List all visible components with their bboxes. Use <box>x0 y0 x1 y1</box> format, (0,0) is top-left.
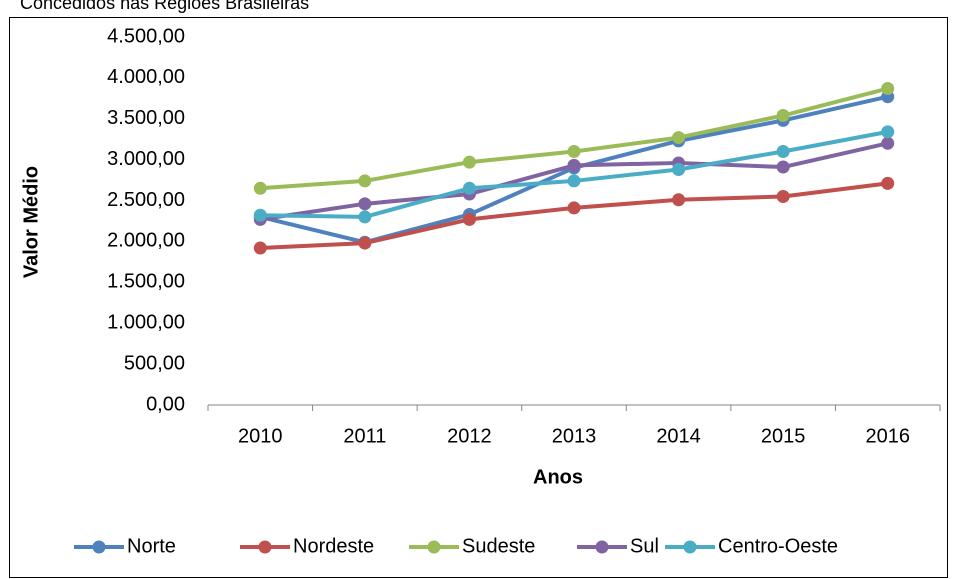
x-tick-label: 2010 <box>238 425 283 447</box>
x-axis-label: Anos <box>533 466 583 488</box>
series-marker <box>358 174 372 188</box>
legend-label: Sudeste <box>462 535 535 557</box>
y-tick-label: 4.000,00 <box>107 66 185 88</box>
y-tick-label: 2.000,00 <box>107 230 185 252</box>
series-marker <box>776 109 790 123</box>
series-marker <box>253 208 267 222</box>
legend-label: Centro-Oeste <box>718 535 838 557</box>
legend-swatch-marker <box>258 540 272 554</box>
y-tick-label: 1.500,00 <box>107 271 185 293</box>
x-tick-label: 2014 <box>656 425 701 447</box>
series-marker <box>881 125 895 139</box>
series-marker <box>358 210 372 224</box>
series-marker <box>881 82 895 96</box>
series-marker <box>567 174 581 188</box>
x-tick-label: 2016 <box>865 425 910 447</box>
legend-label: Nordeste <box>293 535 374 557</box>
y-tick-label: 3.000,00 <box>107 148 185 170</box>
chart-title: Concedidos nas Regiões Brasileiras <box>20 0 309 13</box>
legend-swatch-marker <box>595 540 609 554</box>
series-marker <box>881 176 895 190</box>
legend-label: Sul <box>630 535 659 557</box>
legend-swatch-marker <box>92 540 106 554</box>
y-tick-label: 500,00 <box>124 352 185 374</box>
series-marker <box>462 181 476 195</box>
series-marker <box>672 131 686 145</box>
series-marker <box>253 241 267 255</box>
series-marker <box>881 136 895 150</box>
y-axis-label: Valor Médio <box>20 166 42 278</box>
legend-swatch-marker <box>683 540 697 554</box>
series-marker <box>358 197 372 211</box>
series-marker <box>462 212 476 226</box>
y-tick-label: 3.500,00 <box>107 107 185 129</box>
y-tick-label: 0,00 <box>146 393 185 415</box>
series-marker <box>672 193 686 207</box>
x-tick-label: 2013 <box>552 425 597 447</box>
y-tick-label: 4.500,00 <box>107 25 185 47</box>
y-tick-label: 2.500,00 <box>107 189 185 211</box>
x-tick-label: 2011 <box>343 425 386 447</box>
series-marker <box>567 201 581 215</box>
y-tick-label: 1.000,00 <box>107 312 185 334</box>
legend-swatch-marker <box>427 540 441 554</box>
series-marker <box>776 160 790 174</box>
chart-border <box>9 17 948 578</box>
series-marker <box>776 144 790 158</box>
x-tick-label: 2012 <box>447 425 492 447</box>
series-marker <box>567 158 581 172</box>
series-marker <box>462 155 476 169</box>
series-marker <box>672 162 686 176</box>
series-marker <box>776 189 790 203</box>
series-marker <box>253 181 267 195</box>
series-marker <box>358 236 372 250</box>
legend-label: Norte <box>127 535 176 557</box>
series-marker <box>567 144 581 158</box>
x-tick-label: 2015 <box>761 425 806 447</box>
